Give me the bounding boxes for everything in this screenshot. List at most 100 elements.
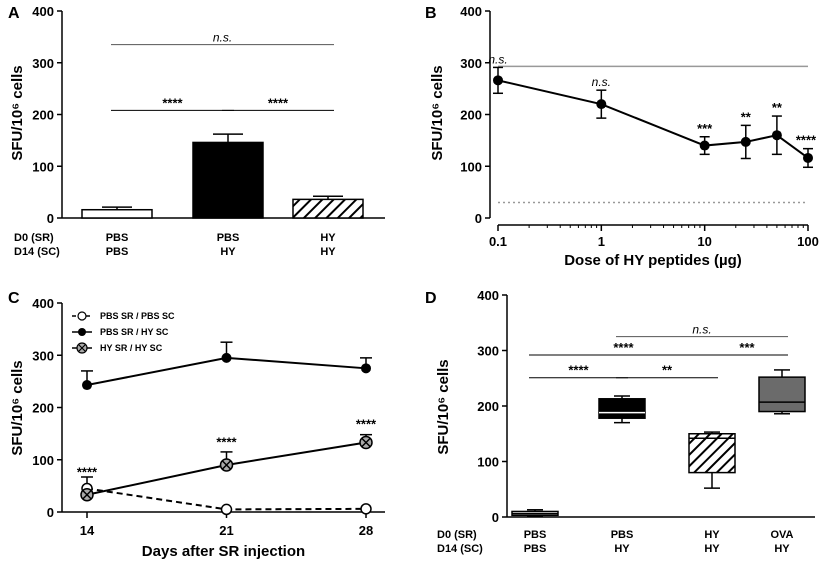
b-point-label-2: *** [697, 121, 713, 136]
d-category-bottom-0: PBS [524, 543, 547, 555]
b-data-point-1 [596, 99, 607, 110]
panel-d-title: D [425, 290, 437, 307]
b-y-tick-label-3: 300 [460, 56, 482, 71]
d-y-tick-label-1: 100 [477, 455, 499, 470]
panel-b: 0 100 200 300 400 SFU/10⁶ cells 0.1 1 10 100 Dose … [429, 4, 819, 269]
b-data-point-3 [740, 136, 751, 147]
panel-c-title: C [8, 290, 20, 307]
b-point-label-4: ** [772, 100, 783, 115]
b-data-point-0 [493, 75, 503, 86]
c-annotation-0: **** [77, 464, 98, 479]
c-s1-point-0 [82, 380, 92, 391]
b-point-label-0: n.s. [488, 52, 507, 66]
c-annotation-1: **** [216, 435, 237, 450]
c-y-axis-label: SFU/10⁶ cells [9, 360, 26, 455]
d-row-label-sc: D14 (SC) [437, 543, 483, 555]
b-y-tick-label-0: 0 [475, 211, 482, 226]
panel-a: 0 100 200 300 400 SFU/10⁶ cells PBS PBS PBS HY HY H… [9, 4, 385, 258]
panel-c: 0 100 200 300 400 SFU/10⁶ cells 14 21 28 Days aft… [9, 296, 385, 560]
c-y-tick-label-2: 200 [32, 401, 54, 416]
a-row-label-sc: D14 (SC) [14, 246, 60, 258]
c-s0-point-2 [360, 503, 372, 515]
panel-b-title: B [425, 5, 437, 22]
b-point-label-5: **** [796, 133, 817, 148]
d-category-bottom-2: HY [704, 543, 720, 555]
b-y-tick-label-2: 200 [460, 108, 482, 123]
a-y-tick-label-2: 200 [32, 108, 54, 123]
a-y-tick-label-3: 300 [32, 56, 54, 71]
a-comparison-label-0: n.s. [213, 31, 232, 45]
d-comparison-label-2: *** [739, 340, 755, 355]
d-comparison-label-3: **** [568, 363, 589, 378]
c-s2-point-cross-1 [221, 460, 232, 470]
c-s1-point-1 [221, 352, 232, 363]
c-legend-label-2: HY SR / HY SC [100, 343, 163, 353]
a-comparison-label-2: **** [268, 95, 289, 110]
d-category-top-2: HY [704, 529, 720, 541]
c-legend-label-1: PBS SR / HY SC [100, 327, 169, 337]
b-point-label-3: ** [741, 109, 752, 124]
b-data-point-2 [699, 140, 710, 151]
c-legend-label-0: PBS SR / PBS SC [100, 311, 175, 321]
d-comparison-label-0: n.s. [692, 323, 711, 337]
c-x-tick-label-1: 21 [219, 523, 233, 538]
a-category-top-0: PBS [106, 232, 129, 244]
b-data-point-4 [771, 130, 782, 141]
d-category-bottom-3: HY [774, 543, 790, 555]
c-y-tick-label-0: 0 [47, 505, 54, 520]
a-comparison-label-1: **** [162, 95, 183, 110]
a-y-tick-label-0: 0 [47, 211, 54, 226]
b-x-tick-label-1: 1 [598, 234, 605, 249]
c-s2-point-cross-2 [361, 437, 371, 448]
d-category-bottom-1: HY [614, 543, 630, 555]
d-y-tick-label-3: 300 [477, 344, 499, 359]
c-s1-point-2 [361, 363, 371, 374]
d-y-tick-label-4: 400 [477, 288, 499, 303]
a-category-bottom-2: HY [320, 246, 336, 258]
c-legend-marker-1 [78, 328, 86, 336]
b-y-tick-label-1: 100 [460, 159, 482, 174]
b-data-point-5 [803, 152, 813, 163]
c-x-tick-label-0: 14 [80, 523, 95, 538]
panel-a-title: A [8, 5, 20, 22]
b-series-line [497, 79, 809, 159]
a-bar-0 [81, 208, 153, 219]
c-x-axis-label: Days after SR injection [142, 543, 305, 560]
b-x-tick-label-3: 100 [797, 234, 819, 249]
c-x-tick-label-2: 28 [359, 523, 373, 538]
d-y-tick-label-2: 200 [477, 399, 499, 414]
d-category-top-0: PBS [524, 529, 547, 541]
b-x-tick-label-0: 0.1 [489, 234, 507, 249]
a-y-tick-label-4: 400 [32, 4, 54, 19]
d-comparison-label-4: ** [662, 363, 673, 378]
d-box-1 [598, 398, 646, 419]
d-box-3 [758, 376, 806, 413]
a-category-bottom-0: PBS [106, 246, 129, 258]
c-annotation-2: **** [356, 416, 377, 431]
c-s0-point-1 [220, 503, 233, 516]
a-bar-2 [292, 198, 364, 219]
d-row-label-sr: D0 (SR) [437, 529, 477, 541]
c-y-tick-label-1: 100 [32, 453, 54, 468]
d-y-axis-label: SFU/10⁶ cells [435, 359, 452, 454]
panel-d: 0 100 200 300 400 SFU/10⁶ cells PBS PBS PBS HY HY H… [435, 288, 815, 555]
b-x-tick-label-2: 10 [697, 234, 711, 249]
d-comparison-label-1: **** [613, 340, 634, 355]
a-category-top-2: HY [320, 232, 336, 244]
b-y-axis-label: SFU/10⁶ cells [429, 65, 446, 160]
a-category-bottom-1: HY [220, 246, 236, 258]
a-y-axis-label: SFU/10⁶ cells [9, 65, 26, 160]
b-point-label-1: n.s. [592, 75, 611, 89]
c-y-tick-label-3: 300 [32, 348, 54, 363]
d-category-top-1: PBS [611, 529, 634, 541]
c-y-tick-label-4: 400 [32, 296, 54, 311]
d-category-top-3: OVA [770, 529, 793, 541]
c-legend-marker-0 [77, 311, 87, 321]
d-y-tick-label-0: 0 [492, 510, 499, 525]
b-y-tick-label-4: 400 [460, 4, 482, 19]
d-box-2 [688, 433, 736, 474]
a-y-tick-label-1: 100 [32, 159, 54, 174]
a-category-top-1: PBS [217, 232, 240, 244]
c-legend-marker-cross-2 [78, 344, 86, 352]
